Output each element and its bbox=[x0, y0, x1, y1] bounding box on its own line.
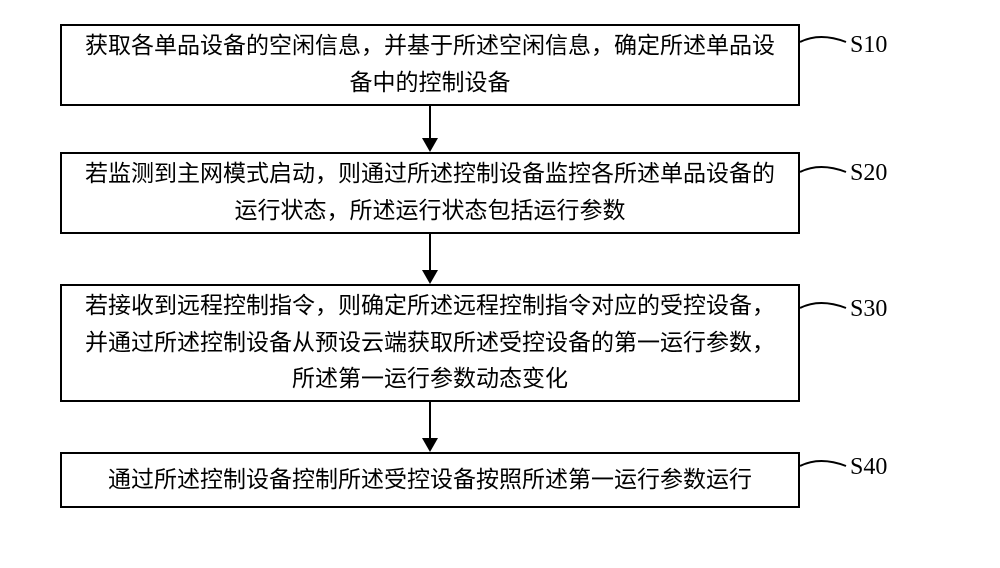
arrow-3-head bbox=[422, 438, 438, 452]
leader-s20 bbox=[800, 160, 848, 184]
step-s10-box: 获取各单品设备的空闲信息，并基于所述空闲信息，确定所述单品设备中的控制设备 bbox=[60, 24, 800, 106]
leader-s40 bbox=[800, 454, 848, 478]
step-s40-label: S40 bbox=[850, 454, 887, 481]
step-s40-text: 通过所述控制设备控制所述受控设备按照所述第一运行参数运行 bbox=[108, 462, 752, 499]
step-s20-box: 若监测到主网模式启动，则通过所述控制设备监控各所述单品设备的运行状态，所述运行状… bbox=[60, 152, 800, 234]
leader-s30 bbox=[800, 296, 848, 320]
step-s20-text: 若监测到主网模式启动，则通过所述控制设备监控各所述单品设备的运行状态，所述运行状… bbox=[82, 156, 778, 230]
arrow-1-line bbox=[429, 106, 431, 138]
step-s20-label: S20 bbox=[850, 160, 887, 187]
step-s40-box: 通过所述控制设备控制所述受控设备按照所述第一运行参数运行 bbox=[60, 452, 800, 508]
step-s30-box: 若接收到远程控制指令，则确定所述远程控制指令对应的受控设备，并通过所述控制设备从… bbox=[60, 284, 800, 402]
leader-s10 bbox=[800, 30, 848, 54]
arrow-2-line bbox=[429, 234, 431, 270]
step-s30-text: 若接收到远程控制指令，则确定所述远程控制指令对应的受控设备，并通过所述控制设备从… bbox=[82, 288, 778, 398]
step-s30-label: S30 bbox=[850, 296, 887, 323]
arrow-1-head bbox=[422, 138, 438, 152]
arrow-2-head bbox=[422, 270, 438, 284]
step-s10-label: S10 bbox=[850, 32, 887, 59]
flowchart-container: 获取各单品设备的空闲信息，并基于所述空闲信息，确定所述单品设备中的控制设备 S1… bbox=[60, 24, 940, 544]
step-s10-text: 获取各单品设备的空闲信息，并基于所述空闲信息，确定所述单品设备中的控制设备 bbox=[82, 28, 778, 102]
arrow-3-line bbox=[429, 402, 431, 438]
